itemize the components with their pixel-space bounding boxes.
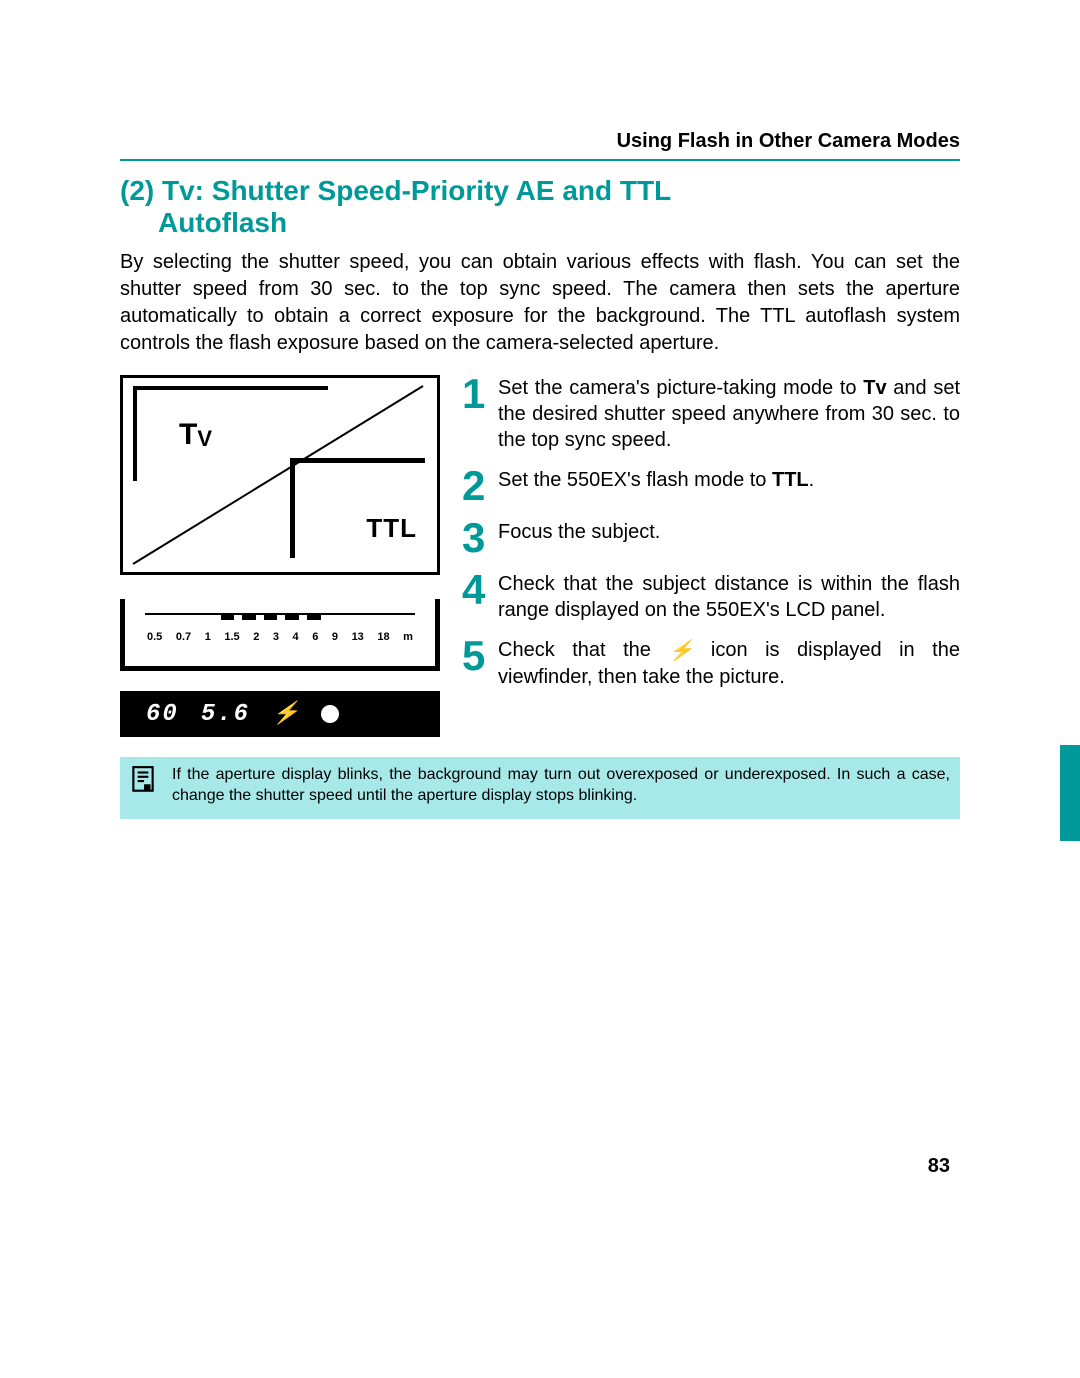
range-label: 6 xyxy=(312,631,318,643)
range-label: 1.5 xyxy=(224,631,239,643)
step: 4Check that the subject distance is with… xyxy=(462,571,960,623)
bolt-icon: ⚡ xyxy=(668,638,693,664)
range-label: 9 xyxy=(332,631,338,643)
range-label: 0.5 xyxy=(147,631,162,643)
viewfinder-shutter: 60 xyxy=(146,701,179,728)
step-text: Check that the subject distance is withi… xyxy=(498,571,960,623)
page-side-tab xyxy=(1060,745,1080,841)
step-number: 2 xyxy=(462,467,490,505)
flash-range-display: 0.5 0.7 1 1.5 2 3 4 6 9 13 18 m xyxy=(120,599,440,671)
step-number: 4 xyxy=(462,571,490,623)
flash-ready-icon: ⚡ xyxy=(272,701,299,727)
step: 3Focus the subject. xyxy=(462,519,960,557)
note-icon xyxy=(130,765,158,807)
lcd-illustration: TV TTL xyxy=(120,375,440,575)
range-label: 13 xyxy=(352,631,364,643)
range-label: 2 xyxy=(253,631,259,643)
range-label: 3 xyxy=(273,631,279,643)
step-text: Set the 550EX's flash mode to TTL. xyxy=(498,467,960,505)
step-number: 5 xyxy=(462,637,490,690)
viewfinder-aperture: 5.6 xyxy=(201,701,250,728)
range-label: m xyxy=(403,631,413,643)
page-title: (2) Tv: Shutter Speed-Priority AE and TT… xyxy=(120,175,960,239)
step: 5Check that the ⚡ icon is displayed in t… xyxy=(462,637,960,690)
step-text: Check that the ⚡ icon is displayed in th… xyxy=(498,637,960,690)
section-header: Using Flash in Other Camera Modes xyxy=(120,130,960,161)
range-label: 4 xyxy=(293,631,299,643)
focus-confirm-icon xyxy=(321,705,339,723)
range-label: 0.7 xyxy=(176,631,191,643)
note-text: If the aperture display blinks, the back… xyxy=(172,765,950,807)
step-number: 1 xyxy=(462,375,490,453)
step-number: 3 xyxy=(462,519,490,557)
range-label: 1 xyxy=(205,631,211,643)
lcd-flash-label: TTL xyxy=(366,513,417,544)
viewfinder-display: 60 5.6 ⚡ xyxy=(120,691,440,737)
intro-paragraph: By selecting the shutter speed, you can … xyxy=(120,249,960,357)
step-text: Focus the subject. xyxy=(498,519,960,557)
lcd-mode-label: TV xyxy=(179,418,212,452)
step: 2Set the 550EX's flash mode to TTL. xyxy=(462,467,960,505)
title-line-1: (2) Tv: Shutter Speed-Priority AE and TT… xyxy=(120,175,671,206)
range-label: 18 xyxy=(377,631,389,643)
step-text: Set the camera's picture-taking mode to … xyxy=(498,375,960,453)
page-number: 83 xyxy=(928,1155,950,1178)
title-line-2: Autoflash xyxy=(120,207,287,238)
note-box: If the aperture display blinks, the back… xyxy=(120,757,960,819)
step: 1Set the camera's picture-taking mode to… xyxy=(462,375,960,453)
